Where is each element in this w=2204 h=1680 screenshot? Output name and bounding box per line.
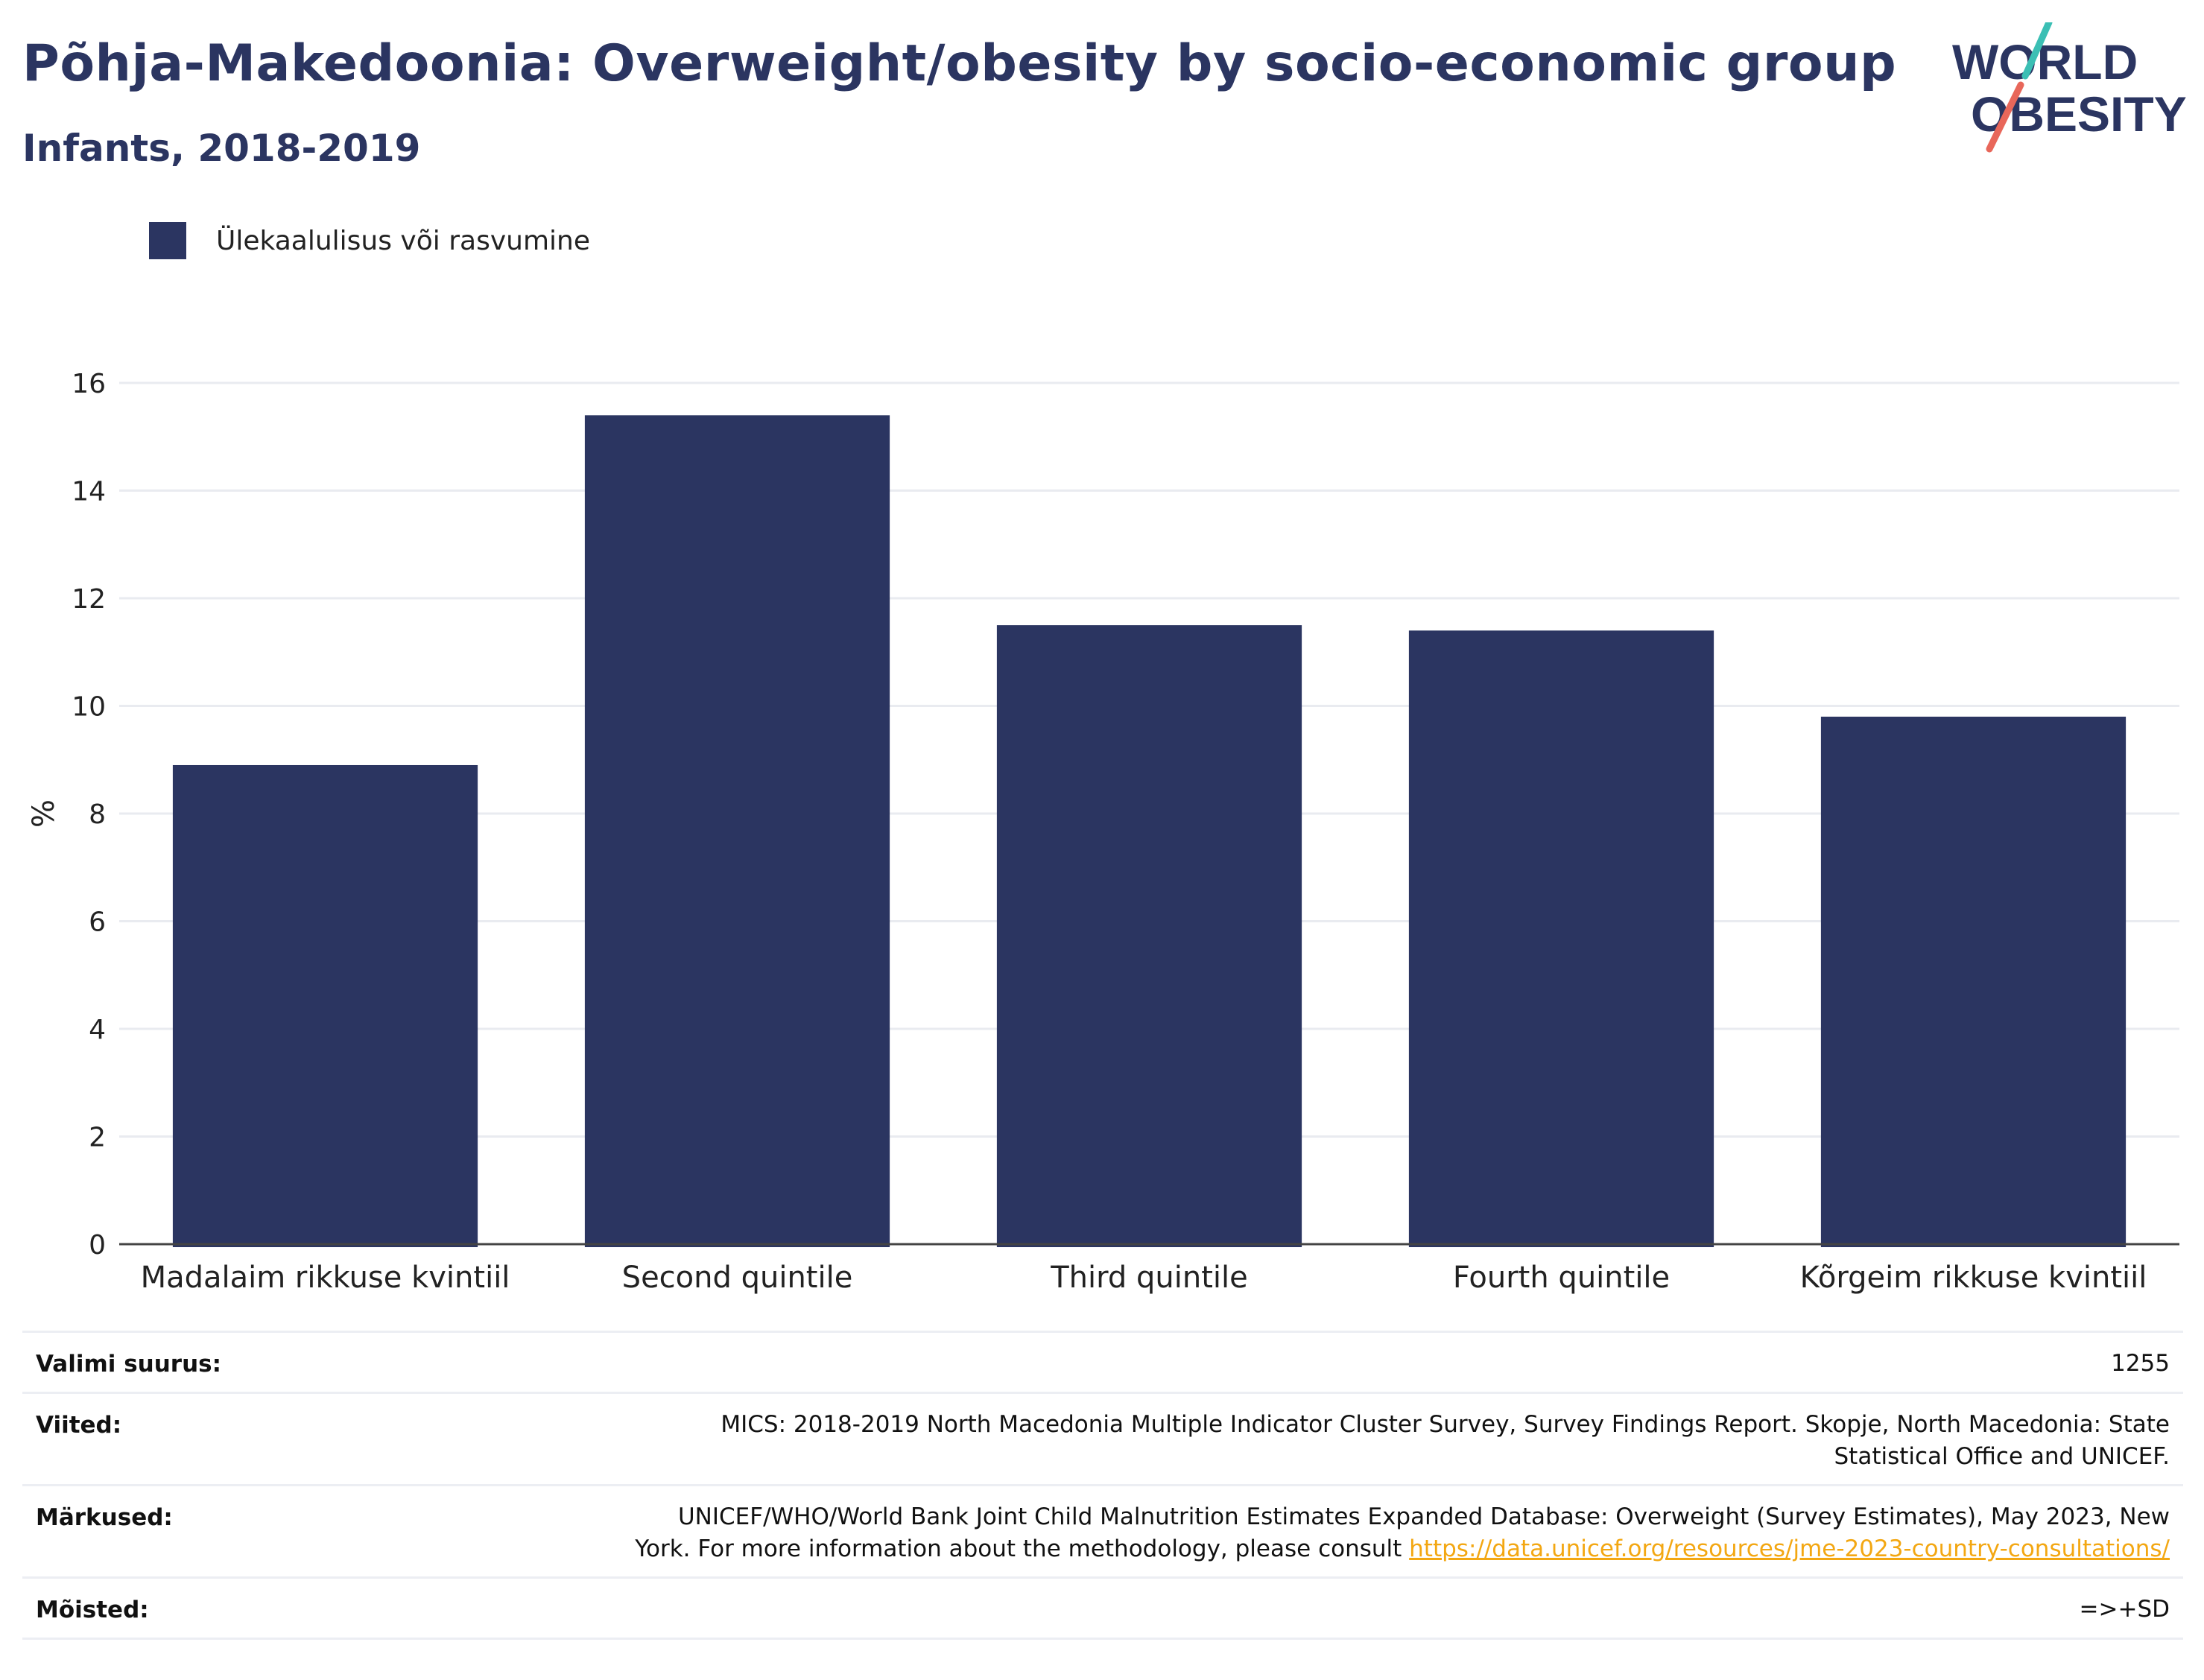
bar-chart: 0 2 4 6 8 10 12 14 16% Madalaim rikkuse kvintiil S… xyxy=(27,369,2179,1295)
y-tick-label: 8 xyxy=(89,799,106,830)
references-value: MICS: 2018-2019 North Macedonia Multiple… xyxy=(721,1411,2170,1470)
logo-slash-bottom xyxy=(1986,81,2024,153)
meta-bottom-border xyxy=(22,1638,2183,1640)
x-tick-label: Madalaim rikkuse kvintiil xyxy=(141,1261,510,1295)
definitions-label: Mõisted: xyxy=(36,1597,149,1623)
y-tick-label: 14 xyxy=(72,477,106,507)
world-obesity-logo: WORLD OBESITY xyxy=(1952,22,2187,153)
bar xyxy=(1408,630,1714,1247)
logo-text-world: WORLD xyxy=(1952,34,2138,89)
y-tick-label: 10 xyxy=(72,692,106,723)
x-tick-label: Fourth quintile xyxy=(1453,1261,1670,1295)
page-subtitle: Infants, 2018-2019 xyxy=(22,127,421,170)
sample-size-value: 1255 xyxy=(2111,1350,2170,1377)
references-label: Viited: xyxy=(36,1412,122,1439)
bar xyxy=(584,415,890,1247)
y-tick-label: 12 xyxy=(72,584,106,615)
y-axis-label: % xyxy=(27,799,61,828)
y-tick-label: 0 xyxy=(89,1230,106,1261)
chart-legend: Ülekaalulisus või rasvumine xyxy=(149,221,590,261)
page-title: Põhja-Makedoonia: Overweight/obesity by … xyxy=(22,34,1897,93)
bar xyxy=(172,764,478,1247)
notes-text: UNICEF/WHO/World Bank Joint Child Malnut… xyxy=(635,1503,2170,1562)
y-tick-label: 4 xyxy=(89,1015,106,1045)
methodology-link[interactable]: https://data.unicef.org/resources/jme-20… xyxy=(1409,1535,2170,1562)
sample-size-label: Valimi suurus: xyxy=(36,1351,221,1378)
y-tick-label: 2 xyxy=(89,1123,106,1153)
bar xyxy=(1820,716,2127,1247)
x-tick-label: Third quintile xyxy=(1050,1261,1247,1295)
y-tick-label: 6 xyxy=(89,907,106,938)
notes-value: UNICEF/WHO/World Bank Joint Child Malnut… xyxy=(620,1501,2170,1565)
meta-row-definitions: Mõisted: =>+SD xyxy=(22,1576,2183,1640)
meta-row-sample: Valimi suurus: 1255 xyxy=(22,1331,2183,1394)
notes-label: Märkused: xyxy=(36,1504,173,1531)
x-tick-label: Second quintile xyxy=(622,1261,853,1295)
meta-row-references: Viited: MICS: 2018-2019 North Macedonia … xyxy=(22,1392,2183,1486)
legend-label: Ülekaalulisus või rasvumine xyxy=(216,225,590,256)
logo-slash-top xyxy=(2021,22,2053,80)
definitions-value: =>+SD xyxy=(2079,1596,2170,1623)
bar xyxy=(996,625,1302,1247)
meta-row-notes: Märkused: UNICEF/WHO/World Bank Joint Ch… xyxy=(22,1484,2183,1579)
y-tick-label: 16 xyxy=(72,369,106,399)
x-tick-label: Kõrgeim rikkuse kvintiil xyxy=(1800,1261,2147,1295)
legend-swatch xyxy=(149,222,186,259)
